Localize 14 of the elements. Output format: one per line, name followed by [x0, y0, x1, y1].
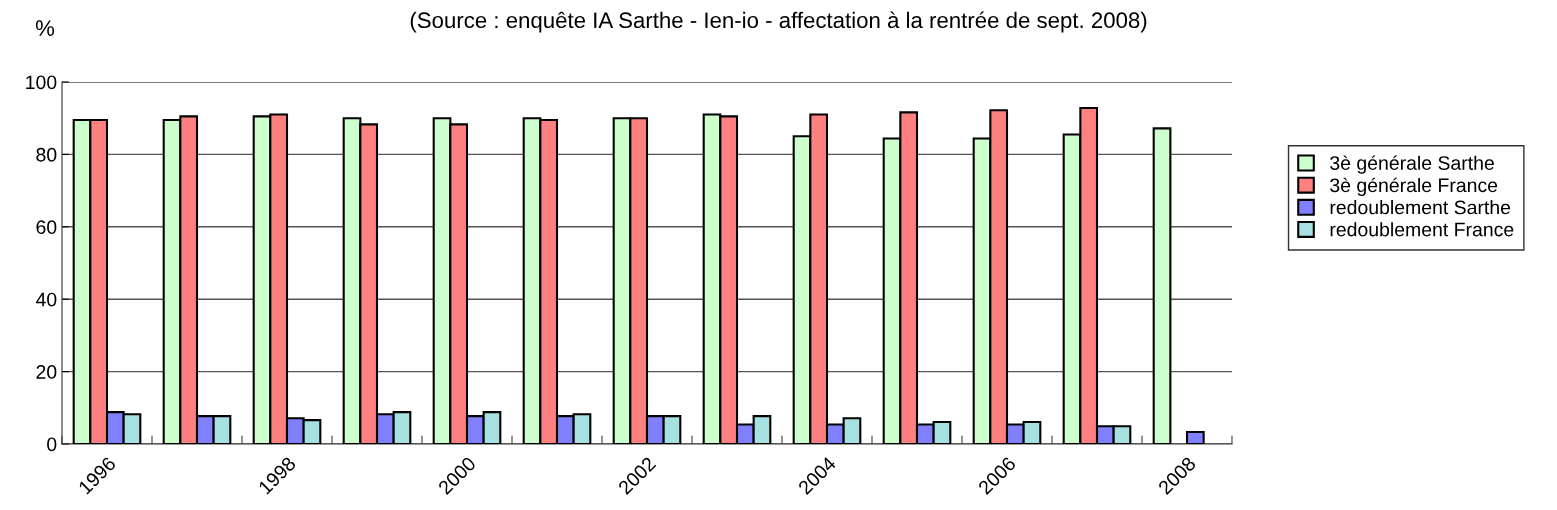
y-tick-label: 60 — [36, 220, 57, 235]
chart-title: (Source : enquête IA Sarthe - Ien-io - affectation à la rentrée de sept. 2008) — [410, 11, 1147, 33]
bar — [1152, 127, 1172, 444]
y-tick-label: 40 — [35, 292, 57, 307]
y-tick-label: 100 — [26, 75, 57, 90]
y-tick-label: 0 — [47, 437, 57, 452]
y-tick-label: 20 — [36, 365, 57, 379]
legend-label: redoublement France — [1330, 222, 1514, 237]
y-axis-title: % — [35, 20, 55, 36]
legend-label: 3è générale Sarthe — [1330, 155, 1494, 174]
legend-label: 3è générale France — [1330, 177, 1498, 197]
bar — [1185, 431, 1205, 444]
legend-label: redoublement Sarthe — [1330, 200, 1511, 215]
y-tick-label: 80 — [36, 147, 57, 162]
